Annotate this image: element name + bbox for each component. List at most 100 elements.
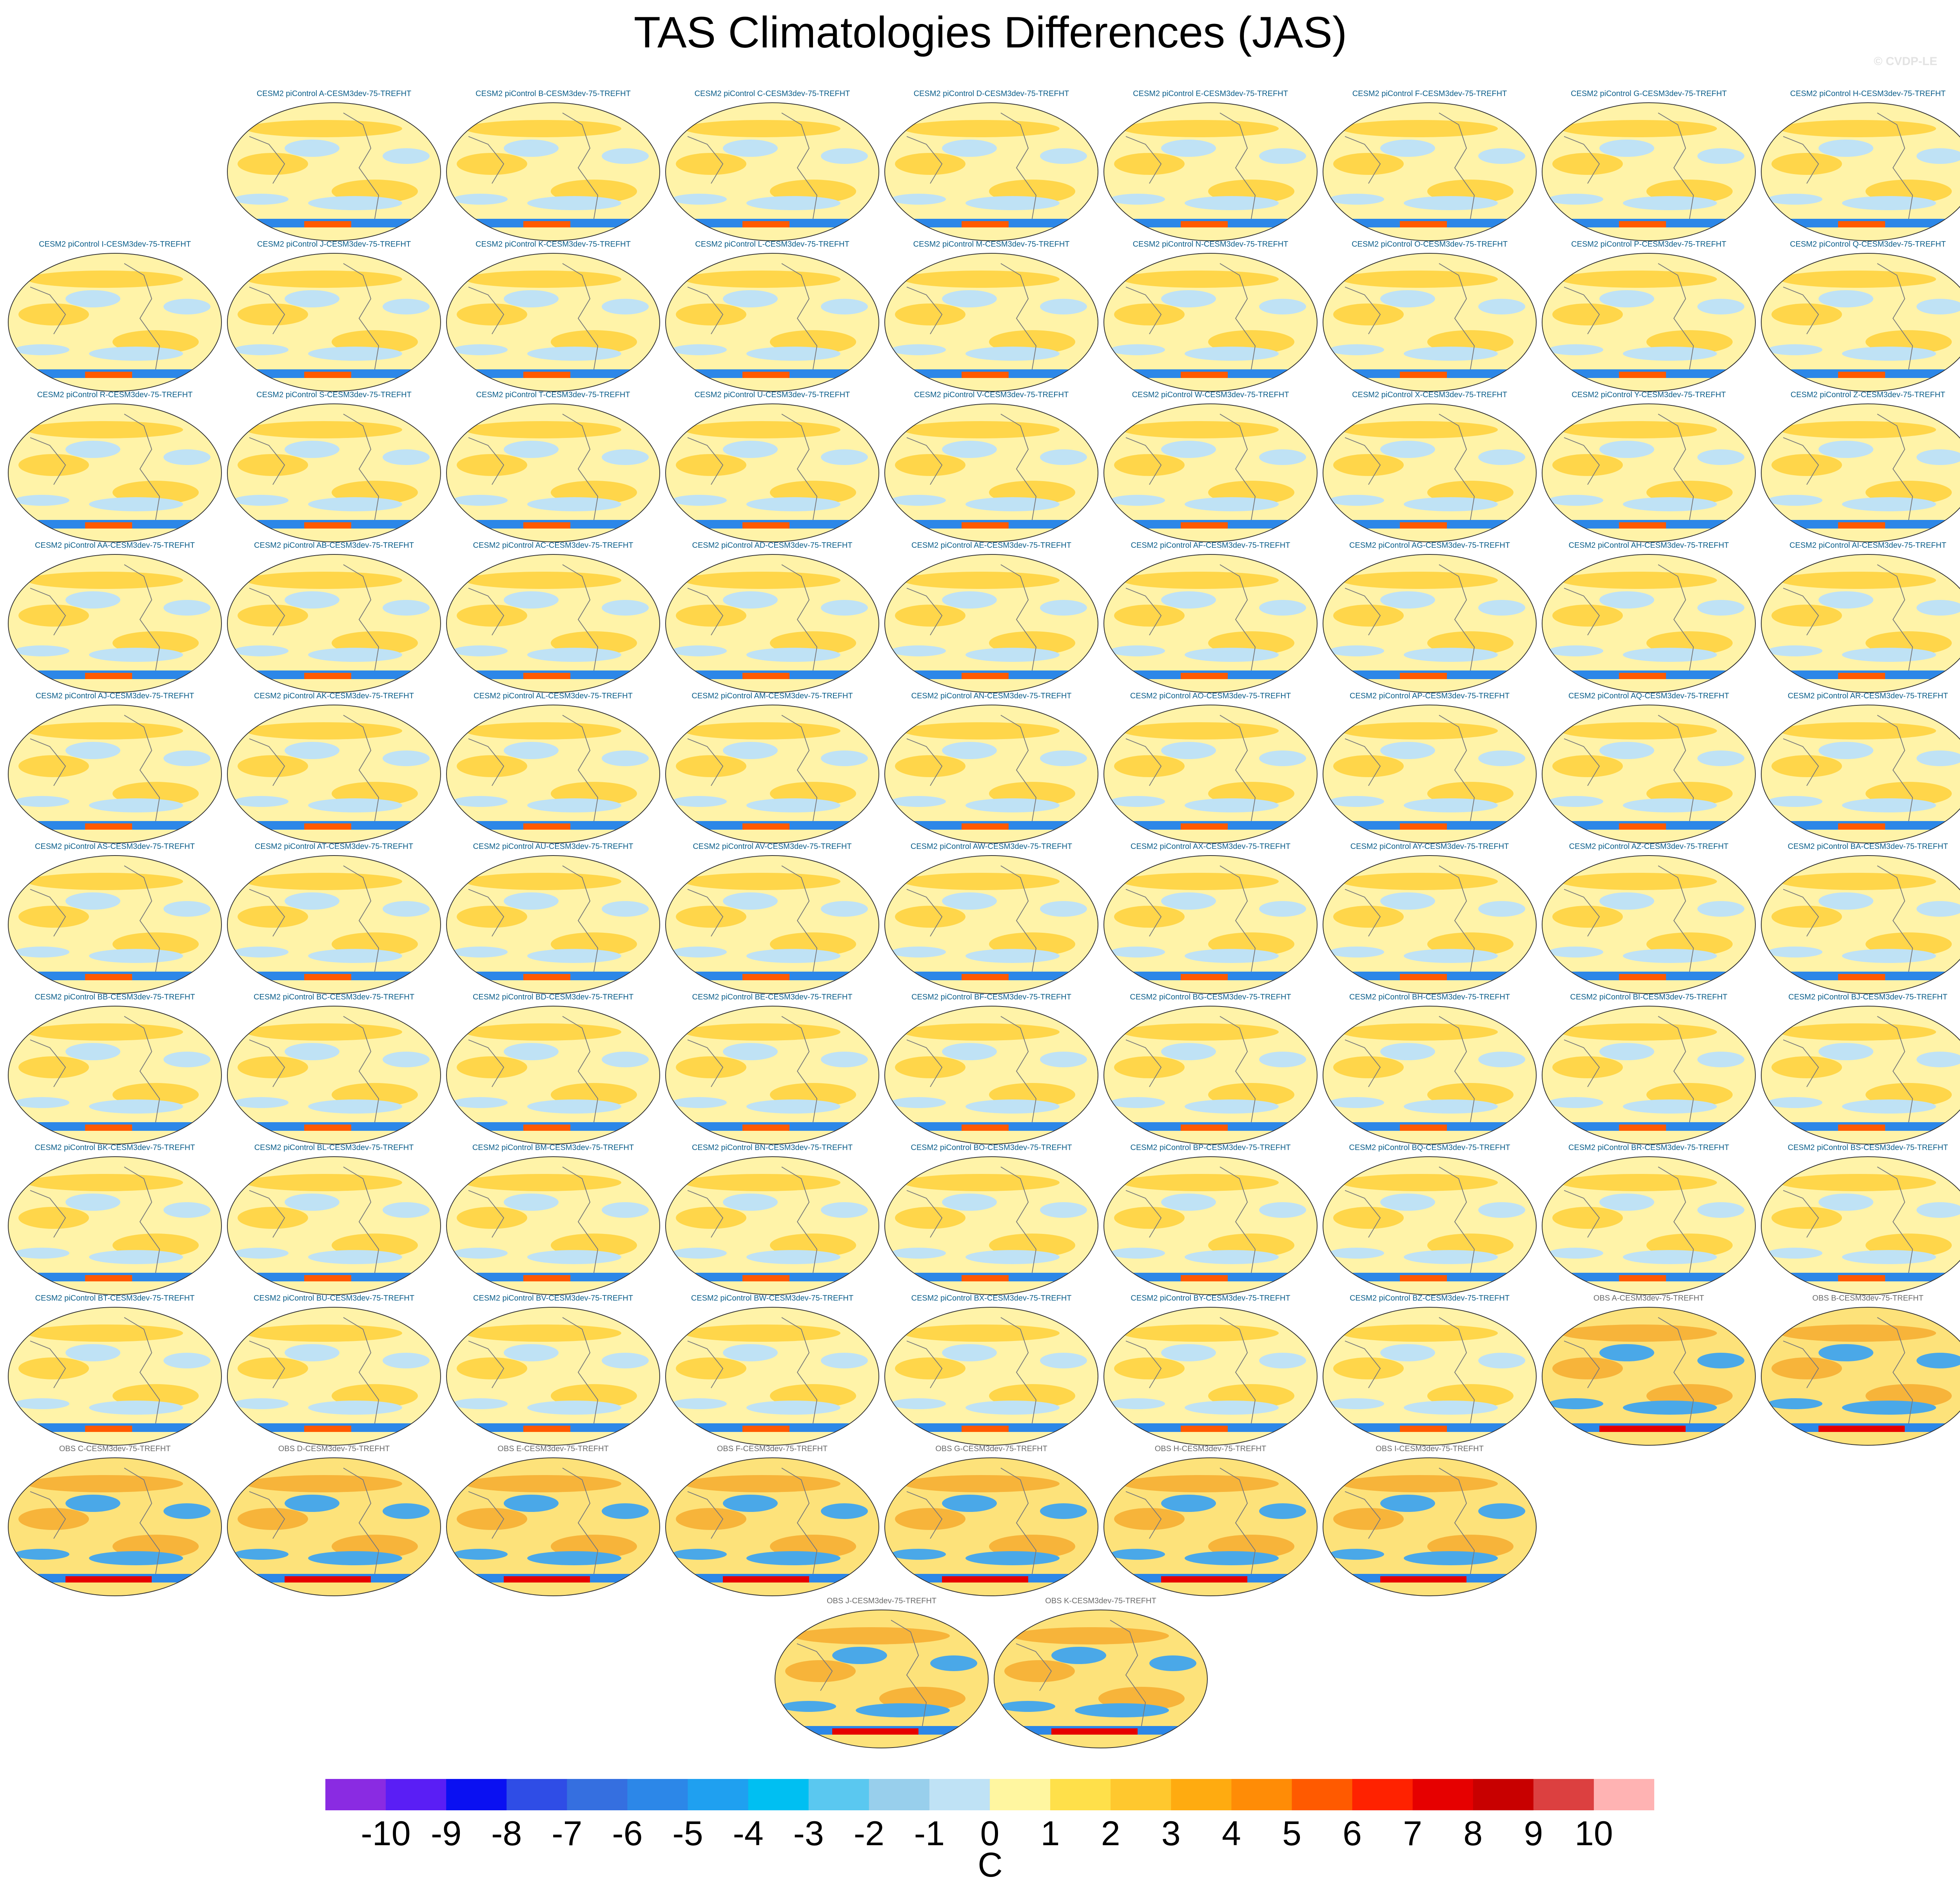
map-panel: CESM2 piControl AJ-CESM3dev-75-TREFHT bbox=[7, 692, 223, 845]
colorbar-tick-label: -5 bbox=[672, 1814, 703, 1853]
global-map bbox=[1103, 102, 1318, 241]
map-panel-title: CESM2 piControl BJ-CESM3dev-75-TREFHT bbox=[1788, 993, 1947, 1001]
global-map bbox=[1761, 554, 1960, 693]
colorbar-swatch bbox=[627, 1779, 688, 1810]
map-panel-title: OBS D-CESM3dev-75-TREFHT bbox=[278, 1444, 390, 1453]
map-panel-title: CESM2 piControl AX-CESM3dev-75-TREFHT bbox=[1131, 842, 1290, 851]
map-panel: CESM2 piControl AS-CESM3dev-75-TREFHT bbox=[7, 842, 223, 995]
colorbar-tick-label: 0 bbox=[980, 1814, 1000, 1853]
global-map bbox=[8, 403, 222, 542]
global-map bbox=[227, 1156, 441, 1295]
global-map bbox=[446, 1307, 660, 1446]
map-panel-title: CESM2 piControl R-CESM3dev-75-TREFHT bbox=[37, 391, 193, 399]
global-map bbox=[884, 855, 1098, 994]
map-panel: CESM2 piControl T-CESM3dev-75-TREFHT bbox=[445, 391, 661, 543]
map-panel: CESM2 piControl AM-CESM3dev-75-TREFHT bbox=[664, 692, 880, 845]
colorbar-swatch bbox=[1050, 1779, 1111, 1810]
map-panel-title: CESM2 piControl AW-CESM3dev-75-TREFHT bbox=[910, 842, 1073, 851]
colorbar-swatch bbox=[1593, 1779, 1654, 1810]
map-panel: CESM2 piControl AO-CESM3dev-75-TREFHT bbox=[1102, 692, 1319, 845]
global-map bbox=[1323, 554, 1537, 693]
map-panel-title: CESM2 piControl AB-CESM3dev-75-TREFHT bbox=[254, 541, 414, 550]
map-panel-title: CESM2 piControl AE-CESM3dev-75-TREFHT bbox=[911, 541, 1071, 550]
map-panel: CESM2 piControl AB-CESM3dev-75-TREFHT bbox=[226, 541, 442, 694]
map-panel: CESM2 piControl BK-CESM3dev-75-TREFHT bbox=[7, 1143, 223, 1296]
global-map bbox=[1103, 855, 1318, 994]
map-panel-title: OBS I-CESM3dev-75-TREFHT bbox=[1376, 1444, 1484, 1453]
global-map bbox=[446, 253, 660, 392]
map-panel-title: CESM2 piControl BA-CESM3dev-75-TREFHT bbox=[1788, 842, 1948, 851]
map-panel-title: CESM2 piControl M-CESM3dev-75-TREFHT bbox=[913, 240, 1070, 249]
map-panel-title: CESM2 piControl AC-CESM3dev-75-TREFHT bbox=[473, 541, 633, 550]
map-panel: CESM2 piControl M-CESM3dev-75-TREFHT bbox=[883, 240, 1100, 393]
colorbar-tick-label: -1 bbox=[914, 1814, 945, 1853]
map-panel-title: CESM2 piControl V-CESM3dev-75-TREFHT bbox=[914, 391, 1069, 399]
colorbar-tick-label: -3 bbox=[793, 1814, 824, 1853]
map-panel-title: CESM2 piControl BX-CESM3dev-75-TREFHT bbox=[911, 1294, 1072, 1303]
colorbar-swatch bbox=[386, 1779, 446, 1810]
map-panel: CESM2 piControl AC-CESM3dev-75-TREFHT bbox=[445, 541, 661, 694]
map-panel: CESM2 piControl P-CESM3dev-75-TREFHT bbox=[1541, 240, 1757, 393]
map-panel: CESM2 piControl N-CESM3dev-75-TREFHT bbox=[1102, 240, 1319, 393]
global-map bbox=[1542, 102, 1756, 241]
map-panel-title: CESM2 piControl H-CESM3dev-75-TREFHT bbox=[1790, 89, 1946, 98]
map-panel-title: CESM2 piControl AH-CESM3dev-75-TREFHT bbox=[1568, 541, 1729, 550]
map-panel: CESM2 piControl BW-CESM3dev-75-TREFHT bbox=[664, 1294, 880, 1447]
map-panel-title: CESM2 piControl BD-CESM3dev-75-TREFHT bbox=[472, 993, 634, 1001]
map-panel-title: CESM2 piControl AT-CESM3dev-75-TREFHT bbox=[254, 842, 414, 851]
map-panel: CESM2 piControl BY-CESM3dev-75-TREFHT bbox=[1102, 1294, 1319, 1447]
map-panel-title: CESM2 piControl AD-CESM3dev-75-TREFHT bbox=[692, 541, 853, 550]
map-panel: CESM2 piControl F-CESM3dev-75-TREFHT bbox=[1321, 89, 1538, 242]
map-panel: OBS D-CESM3dev-75-TREFHT bbox=[226, 1444, 442, 1597]
map-panel-title: CESM2 piControl N-CESM3dev-75-TREFHT bbox=[1132, 240, 1289, 249]
map-panel: CESM2 piControl AL-CESM3dev-75-TREFHT bbox=[445, 692, 661, 845]
map-panel-title: CESM2 piControl AU-CESM3dev-75-TREFHT bbox=[473, 842, 633, 851]
global-map bbox=[1542, 554, 1756, 693]
colorbar-swatch bbox=[1533, 1779, 1594, 1810]
global-map bbox=[884, 403, 1098, 542]
global-map bbox=[227, 1457, 441, 1596]
global-map bbox=[8, 554, 222, 693]
colorbar-tick-label: 9 bbox=[1524, 1814, 1543, 1853]
colorbar-swatch bbox=[506, 1779, 567, 1810]
map-panel: CESM2 piControl V-CESM3dev-75-TREFHT bbox=[883, 391, 1100, 543]
colorbar-tick-label: 8 bbox=[1463, 1814, 1483, 1853]
map-panel: CESM2 piControl BN-CESM3dev-75-TREFHT bbox=[664, 1143, 880, 1296]
colorbar-swatch bbox=[748, 1779, 809, 1810]
map-panel-title: OBS G-CESM3dev-75-TREFHT bbox=[935, 1444, 1047, 1453]
map-panel-title: OBS C-CESM3dev-75-TREFHT bbox=[59, 1444, 171, 1453]
map-panel: CESM2 piControl BQ-CESM3dev-75-TREFHT bbox=[1321, 1143, 1538, 1296]
map-panel: CESM2 piControl BO-CESM3dev-75-TREFHT bbox=[883, 1143, 1100, 1296]
global-map bbox=[1542, 1006, 1756, 1145]
colorbar-tick-label: -4 bbox=[733, 1814, 764, 1853]
map-panel: CESM2 piControl AE-CESM3dev-75-TREFHT bbox=[883, 541, 1100, 694]
map-panel-title: CESM2 piControl AN-CESM3dev-75-TREFHT bbox=[911, 692, 1072, 700]
global-map bbox=[446, 1457, 660, 1596]
map-panel: OBS G-CESM3dev-75-TREFHT bbox=[883, 1444, 1100, 1597]
colorbar-swatch bbox=[1352, 1779, 1413, 1810]
colorbar-swatch bbox=[808, 1779, 869, 1810]
map-panel: OBS E-CESM3dev-75-TREFHT bbox=[445, 1444, 661, 1597]
map-panel: CESM2 piControl AU-CESM3dev-75-TREFHT bbox=[445, 842, 661, 995]
colorbar-swatch bbox=[1473, 1779, 1534, 1810]
global-map bbox=[1542, 403, 1756, 542]
global-map bbox=[1542, 705, 1756, 843]
global-map bbox=[8, 1156, 222, 1295]
map-panel-title: CESM2 piControl BC-CESM3dev-75-TREFHT bbox=[253, 993, 415, 1001]
global-map bbox=[884, 1457, 1098, 1596]
figure-title: TAS Climatologies Differences (JAS) bbox=[633, 8, 1347, 57]
map-panel-title: CESM2 piControl AS-CESM3dev-75-TREFHT bbox=[35, 842, 195, 851]
map-panel-title: CESM2 piControl C-CESM3dev-75-TREFHT bbox=[694, 89, 850, 98]
global-map bbox=[1761, 1307, 1960, 1446]
colorbar-tick-label: 7 bbox=[1403, 1814, 1423, 1853]
map-panel: CESM2 piControl W-CESM3dev-75-TREFHT bbox=[1102, 391, 1319, 543]
map-panel: CESM2 piControl X-CESM3dev-75-TREFHT bbox=[1321, 391, 1538, 543]
map-panel-title: CESM2 piControl BR-CESM3dev-75-TREFHT bbox=[1568, 1143, 1730, 1152]
map-panel: CESM2 piControl BB-CESM3dev-75-TREFHT bbox=[7, 993, 223, 1146]
map-panel: OBS F-CESM3dev-75-TREFHT bbox=[664, 1444, 880, 1597]
map-panel-title: CESM2 piControl E-CESM3dev-75-TREFHT bbox=[1133, 89, 1288, 98]
map-panel-title: CESM2 piControl AI-CESM3dev-75-TREFHT bbox=[1789, 541, 1947, 550]
global-map bbox=[665, 855, 879, 994]
global-map bbox=[8, 1307, 222, 1446]
global-map bbox=[1761, 705, 1960, 843]
